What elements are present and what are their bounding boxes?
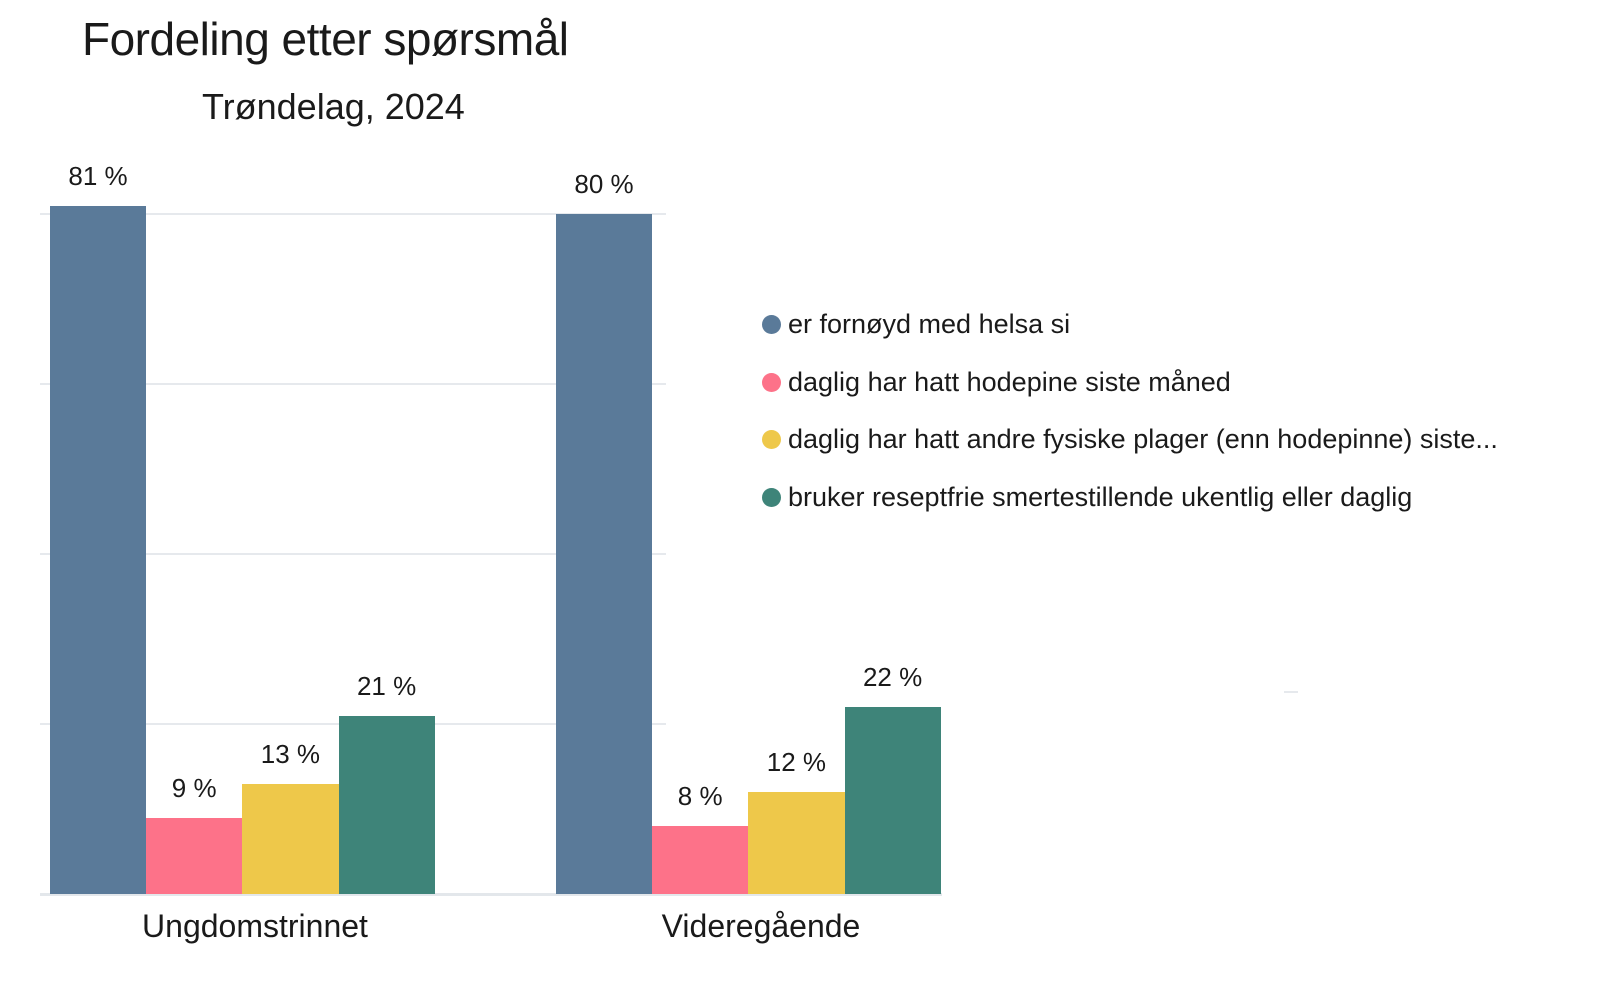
bar-0-2[interactable] xyxy=(242,783,339,894)
category-label-videregaende: Videregående xyxy=(661,908,861,944)
chart-title: Fordeling etter spørsmål xyxy=(82,13,569,65)
bar-0-0[interactable] xyxy=(50,205,147,894)
legend-label: daglig har hatt andre fysiske plager (en… xyxy=(788,424,1498,455)
gridline-40 xyxy=(40,553,666,555)
bar-1-0[interactable] xyxy=(556,214,653,894)
x-axis-baseline xyxy=(40,893,942,896)
legend-item-3[interactable]: bruker reseptfrie smertestillende ukentl… xyxy=(762,469,1498,527)
legend-label: daglig har hatt hodepine siste måned xyxy=(788,366,1231,397)
data-label: 22 % xyxy=(862,662,923,692)
legend-item-1[interactable]: daglig har hatt hodepine siste måned xyxy=(762,354,1498,412)
data-label: 80 % xyxy=(574,169,634,199)
data-label: 13 % xyxy=(260,738,321,769)
legend-dot-icon xyxy=(762,487,781,507)
bar-1-1[interactable] xyxy=(652,826,749,894)
legend: er fornøyd med helsa si daglig har hatt h… xyxy=(762,296,1498,526)
gridline-80 xyxy=(40,213,666,215)
data-label: 21 % xyxy=(356,670,417,701)
bar-0-1[interactable] xyxy=(146,817,243,894)
gridline-60 xyxy=(40,383,666,385)
category-label-ungdomstrinnet: Ungdomstrinnet xyxy=(142,908,368,944)
legend-label: bruker reseptfrie smertestillende ukentl… xyxy=(788,481,1413,512)
legend-item-0[interactable]: er fornøyd med helsa si xyxy=(762,296,1498,354)
data-label: 8 % xyxy=(677,781,723,811)
legend-dot-icon xyxy=(762,430,781,450)
legend-dot-icon xyxy=(762,372,781,392)
legend-item-2[interactable]: daglig har hatt andre fysiske plager (en… xyxy=(762,411,1498,469)
bar-0-3[interactable] xyxy=(338,715,435,894)
gridline-fragment xyxy=(1284,691,1298,693)
bar-1-3[interactable] xyxy=(844,707,941,894)
legend-dot-icon xyxy=(762,315,781,335)
data-label: 9 % xyxy=(171,772,217,803)
chart-subtitle: Trøndelag, 2024 xyxy=(202,86,465,127)
data-label: 12 % xyxy=(766,747,827,777)
bar-1-2[interactable] xyxy=(748,792,845,894)
legend-label: er fornøyd med helsa si xyxy=(788,309,1071,340)
data-label: 81 % xyxy=(68,160,128,191)
